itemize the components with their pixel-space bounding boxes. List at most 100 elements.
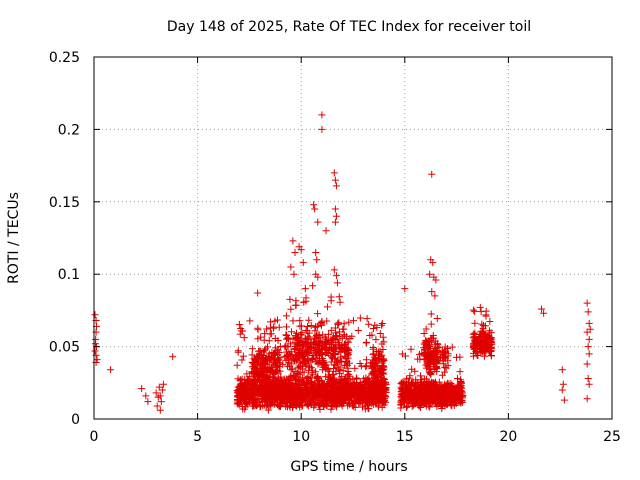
data-point	[327, 293, 335, 301]
data-point	[330, 370, 338, 378]
data-point	[346, 400, 354, 408]
data-point	[440, 353, 448, 361]
y-axis-label: ROTI / TECUs	[6, 192, 22, 284]
data-point	[323, 339, 331, 347]
data-point	[538, 305, 546, 313]
data-point	[324, 349, 332, 357]
data-point	[91, 347, 99, 355]
data-point	[398, 350, 406, 358]
data-point	[368, 359, 376, 367]
data-point	[298, 331, 306, 339]
data-point	[336, 390, 344, 398]
data-point	[341, 361, 349, 369]
data-point	[482, 349, 490, 357]
data-point	[311, 379, 319, 387]
data-point	[282, 312, 290, 320]
data-point	[409, 393, 417, 401]
data-point	[338, 334, 346, 342]
data-point	[408, 380, 416, 388]
data-point	[379, 333, 387, 341]
data-point	[287, 263, 295, 271]
data-point	[264, 406, 272, 414]
x-tick-label: 10	[292, 429, 310, 445]
data-point	[332, 182, 340, 190]
data-point	[268, 353, 276, 361]
data-point	[438, 348, 446, 356]
data-point	[362, 356, 370, 364]
data-point	[365, 374, 373, 382]
data-point	[156, 392, 164, 400]
data-point	[314, 218, 322, 226]
data-point	[335, 347, 343, 355]
data-point	[344, 338, 352, 346]
data-point	[433, 348, 441, 356]
data-point	[406, 374, 414, 382]
data-point	[438, 387, 446, 395]
data-point	[157, 398, 165, 406]
data-point	[411, 367, 419, 375]
plot-frame	[93, 56, 613, 420]
data-point	[353, 375, 361, 383]
data-point	[442, 400, 450, 408]
data-point	[267, 330, 275, 338]
data-point	[469, 306, 477, 314]
data-point	[246, 386, 254, 394]
data-point	[331, 218, 339, 226]
data-point	[336, 370, 344, 378]
x-tick-label: 20	[499, 429, 517, 445]
data-point	[282, 342, 290, 350]
data-point	[237, 327, 245, 335]
data-point	[287, 328, 295, 336]
data-point	[318, 317, 326, 325]
data-point	[266, 318, 274, 326]
data-point	[484, 335, 492, 343]
data-point	[348, 397, 356, 405]
data-point	[303, 323, 311, 331]
data-point	[255, 376, 263, 384]
data-point	[239, 405, 247, 413]
data-point	[263, 395, 271, 403]
data-point	[290, 357, 298, 365]
data-point	[336, 298, 344, 306]
data-point	[380, 398, 388, 406]
data-point	[335, 319, 343, 327]
data-point	[268, 354, 276, 362]
data-point	[378, 351, 386, 359]
data-point	[478, 345, 486, 353]
data-point	[322, 335, 330, 343]
data-point	[325, 367, 333, 375]
data-point	[326, 396, 334, 404]
data-point	[243, 400, 251, 408]
data-point	[299, 259, 307, 267]
data-point	[152, 389, 160, 397]
data-point	[457, 377, 465, 385]
data-point	[250, 402, 258, 410]
data-point	[278, 381, 286, 389]
data-point	[356, 314, 364, 322]
data-point	[294, 364, 302, 372]
data-point	[319, 358, 327, 366]
data-point	[487, 338, 495, 346]
data-point	[287, 385, 295, 393]
data-point	[477, 308, 485, 316]
data-point	[248, 345, 256, 353]
data-point	[324, 391, 332, 399]
data-point	[410, 394, 418, 402]
data-point	[233, 361, 241, 369]
data-point	[316, 355, 324, 363]
data-point	[312, 374, 320, 382]
data-point	[397, 380, 405, 388]
data-point	[349, 402, 357, 410]
data-point	[422, 349, 430, 357]
data-point	[584, 374, 592, 382]
data-point	[295, 371, 303, 379]
data-point	[365, 320, 373, 328]
data-point	[322, 365, 329, 373]
data-point	[270, 376, 278, 384]
data-point	[585, 335, 593, 343]
data-point	[441, 363, 449, 371]
data-point	[314, 310, 322, 318]
data-point	[419, 386, 427, 394]
data-point	[377, 382, 385, 390]
data-point	[254, 324, 262, 332]
